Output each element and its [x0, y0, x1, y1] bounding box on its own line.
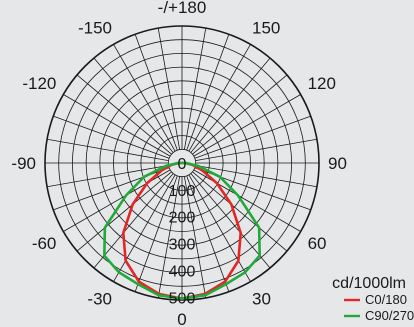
grid-spoke: [113, 174, 176, 282]
angle-labels: -/+180-150 150-120 120-90 90-60 60-30 300: [11, 0, 347, 327]
series-line: [103, 161, 261, 300]
legend-unit: cd/1000lm: [332, 275, 406, 292]
angle-label: -30: [87, 290, 112, 309]
grid-spoke: [195, 138, 317, 162]
legend-entry: C0/180: [365, 292, 407, 307]
angle-label: -90: [11, 154, 36, 173]
grid-spoke: [192, 171, 288, 252]
grid-spoke: [186, 175, 230, 292]
radial-tick-label: 0: [178, 156, 187, 173]
angle-label: 0: [177, 310, 186, 327]
grid-spokes: [45, 26, 319, 300]
grid-spoke: [63, 94, 171, 157]
radial-tick-label: 400: [169, 263, 196, 280]
grid-spoke: [76, 171, 172, 252]
angle-label: -/+180: [158, 0, 207, 17]
grid-spoke: [47, 138, 169, 162]
grid-spoke: [183, 28, 207, 150]
grid-spoke: [47, 164, 169, 188]
grid-spoke: [195, 164, 317, 188]
grid-spoke: [192, 74, 288, 155]
radial-labels: 0 100 200 300 400 500: [169, 156, 196, 307]
grid-spoke: [157, 28, 181, 150]
grid-spoke: [194, 115, 311, 159]
grid-spoke: [157, 176, 181, 298]
angle-label: -60: [32, 234, 57, 253]
series-lines: [103, 161, 261, 300]
grid-spoke: [190, 173, 271, 269]
grid-spoke: [76, 74, 172, 155]
radial-tick-label: 100: [169, 183, 196, 200]
grid-spoke: [113, 44, 176, 152]
angle-label: 120: [308, 74, 336, 93]
angle-label: 30: [252, 290, 271, 309]
grid-spoke: [134, 175, 178, 292]
angle-label: 150: [252, 18, 280, 37]
legend-entry: C90/270: [365, 308, 414, 323]
angle-label: 90: [328, 154, 347, 173]
grid-spoke: [188, 174, 251, 282]
grid-spoke: [190, 57, 271, 153]
grid-spoke: [93, 57, 174, 153]
grid-spoke: [53, 115, 170, 159]
grid-spoke: [193, 94, 301, 157]
radial-tick-label: 200: [169, 210, 196, 227]
grid-spoke: [186, 34, 230, 151]
radial-tick-label: 500: [169, 290, 196, 307]
angle-label: -120: [22, 74, 56, 93]
grid-spoke: [188, 44, 251, 152]
angle-label: -150: [78, 18, 112, 37]
grid-spoke: [93, 173, 174, 269]
grid-spoke: [183, 176, 207, 298]
grid-spoke: [134, 34, 178, 151]
angle-label: 60: [308, 234, 327, 253]
radial-tick-label: 300: [169, 237, 196, 254]
